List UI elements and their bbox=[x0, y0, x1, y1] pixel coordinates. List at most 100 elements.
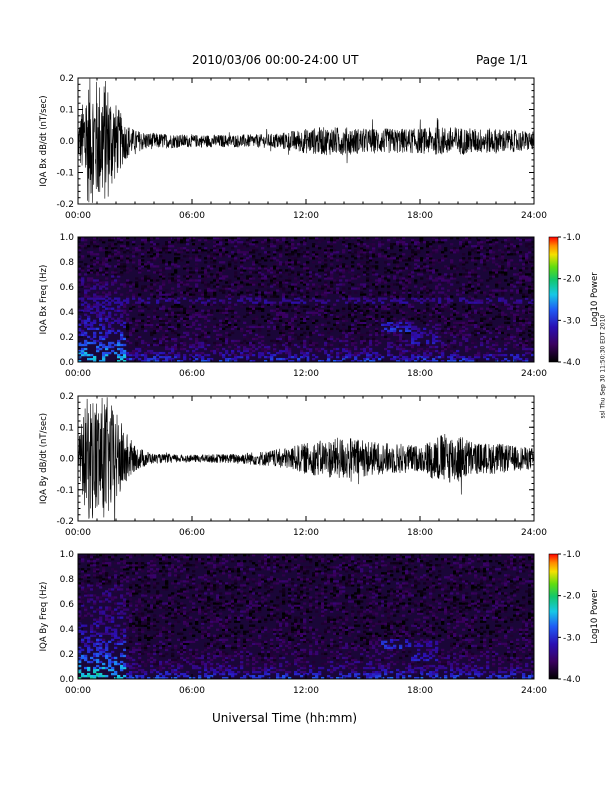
spectrogram-cell bbox=[438, 335, 442, 339]
spectrogram-cell bbox=[135, 277, 139, 280]
spectrogram-cell bbox=[270, 309, 274, 312]
spectrogram-cell bbox=[279, 285, 283, 288]
spectrogram-cell bbox=[120, 666, 124, 670]
spectrogram-cell bbox=[390, 329, 394, 333]
spectrogram-cell bbox=[96, 626, 100, 629]
spectrogram-cell bbox=[114, 343, 118, 347]
spectrogram-cell bbox=[285, 345, 289, 349]
spectrogram-cell bbox=[315, 343, 319, 347]
spectrogram-cell bbox=[513, 245, 517, 248]
spectrogram-cell bbox=[189, 345, 193, 349]
spectrogram-cell bbox=[126, 564, 130, 567]
spectrogram-cell bbox=[135, 347, 139, 351]
spectrogram-cell bbox=[87, 303, 91, 306]
spectrogram-cell bbox=[78, 317, 82, 320]
spectrogram-cell bbox=[240, 343, 244, 347]
spectrogram-cell bbox=[285, 313, 289, 316]
y-tick-label: 0.0 bbox=[60, 137, 75, 147]
spectrogram-cell bbox=[168, 317, 172, 320]
spectrogram-cell bbox=[228, 267, 232, 270]
spectrogram-cell bbox=[81, 297, 85, 300]
spectrogram-cell bbox=[204, 295, 208, 298]
spectrogram-cell bbox=[255, 337, 259, 341]
spectrogram-cell bbox=[429, 245, 433, 248]
spectrogram-cell bbox=[168, 277, 172, 280]
spectrogram-cell bbox=[186, 321, 190, 324]
spectrogram-cell bbox=[159, 319, 163, 322]
spectrogram-cell bbox=[309, 277, 313, 280]
spectrogram-cell bbox=[507, 263, 511, 266]
spectrogram-cell bbox=[393, 277, 397, 280]
spectrogram-cell bbox=[186, 289, 190, 292]
spectrogram-cell bbox=[384, 323, 388, 327]
spectrogram-cell bbox=[291, 309, 295, 312]
spectrogram-cell bbox=[264, 319, 268, 322]
spectrogram-cell bbox=[267, 295, 271, 298]
spectrogram-cell bbox=[126, 662, 130, 666]
spectrogram-cell bbox=[474, 311, 478, 314]
spectrogram-cell bbox=[102, 291, 106, 294]
spectrogram-cell bbox=[126, 279, 130, 282]
spectrogram-cell bbox=[522, 327, 526, 331]
spectrogram-cell bbox=[90, 307, 94, 310]
spectrogram-cell bbox=[417, 349, 421, 353]
spectrogram-cell bbox=[102, 239, 106, 242]
spectrogram-cell bbox=[135, 351, 139, 355]
spectrogram-cell bbox=[489, 241, 493, 244]
spectrogram-cell bbox=[291, 337, 295, 341]
spectrogram-cell bbox=[87, 674, 91, 678]
spectrogram-cell bbox=[90, 562, 94, 565]
spectrogram-cell bbox=[120, 239, 124, 242]
spectrogram-cell bbox=[420, 355, 424, 359]
spectrogram-cell bbox=[102, 580, 106, 583]
spectrogram-cell bbox=[120, 606, 124, 609]
spectrogram-cell bbox=[120, 343, 124, 347]
spectrogram-cell bbox=[171, 347, 175, 351]
spectrogram-cell bbox=[516, 315, 520, 318]
spectrogram-cell bbox=[387, 343, 391, 347]
spectrogram-cell bbox=[243, 279, 247, 282]
spectrogram-cell bbox=[282, 357, 286, 361]
spectrogram-cell bbox=[501, 261, 505, 264]
spectrogram-cell bbox=[465, 337, 469, 341]
spectrogram-cell bbox=[270, 295, 274, 298]
spectrogram-cell bbox=[345, 335, 349, 339]
spectrogram-cell bbox=[96, 313, 100, 316]
spectrogram-cell bbox=[123, 622, 127, 625]
spectrogram-cell bbox=[252, 341, 256, 345]
spectrogram-cell bbox=[363, 293, 367, 296]
spectrogram-cell bbox=[240, 241, 244, 244]
spectrogram-cell bbox=[141, 359, 145, 363]
spectrogram-cell bbox=[279, 269, 283, 272]
spectrogram-cell bbox=[99, 554, 103, 557]
spectrogram-cell bbox=[342, 339, 346, 343]
spectrogram-cell bbox=[525, 255, 529, 258]
spectrogram-cell bbox=[213, 245, 217, 248]
spectrogram-cell bbox=[249, 255, 253, 258]
spectrogram-cell bbox=[396, 257, 400, 260]
spectrogram-cell bbox=[126, 636, 130, 639]
spectrogram-cell bbox=[288, 261, 292, 264]
spectrogram-cell bbox=[375, 329, 379, 333]
spectrogram-cell bbox=[420, 331, 424, 335]
spectrogram-cell bbox=[267, 289, 271, 292]
spectrogram-cell bbox=[384, 261, 388, 264]
spectrogram-cell bbox=[447, 267, 451, 270]
spectrogram-cell bbox=[402, 267, 406, 270]
spectrogram-cell bbox=[285, 347, 289, 351]
spectrogram-cell bbox=[306, 287, 310, 290]
spectrogram-cell bbox=[126, 580, 130, 583]
spectrogram-cell bbox=[171, 273, 175, 276]
spectrogram-cell bbox=[294, 301, 298, 304]
spectrogram-cell bbox=[450, 295, 454, 298]
spectrogram-cell bbox=[516, 305, 520, 308]
spectrogram-cell bbox=[78, 630, 82, 633]
spectrogram-cell bbox=[153, 317, 157, 320]
spectrogram-cell bbox=[174, 239, 178, 242]
spectrogram-cell bbox=[99, 295, 103, 298]
spectrogram-cell bbox=[384, 293, 388, 296]
spectrogram-cell bbox=[375, 351, 379, 355]
spectrogram-cell bbox=[114, 602, 118, 605]
spectrogram-cell bbox=[528, 329, 532, 333]
spectrogram-cell bbox=[237, 339, 241, 343]
